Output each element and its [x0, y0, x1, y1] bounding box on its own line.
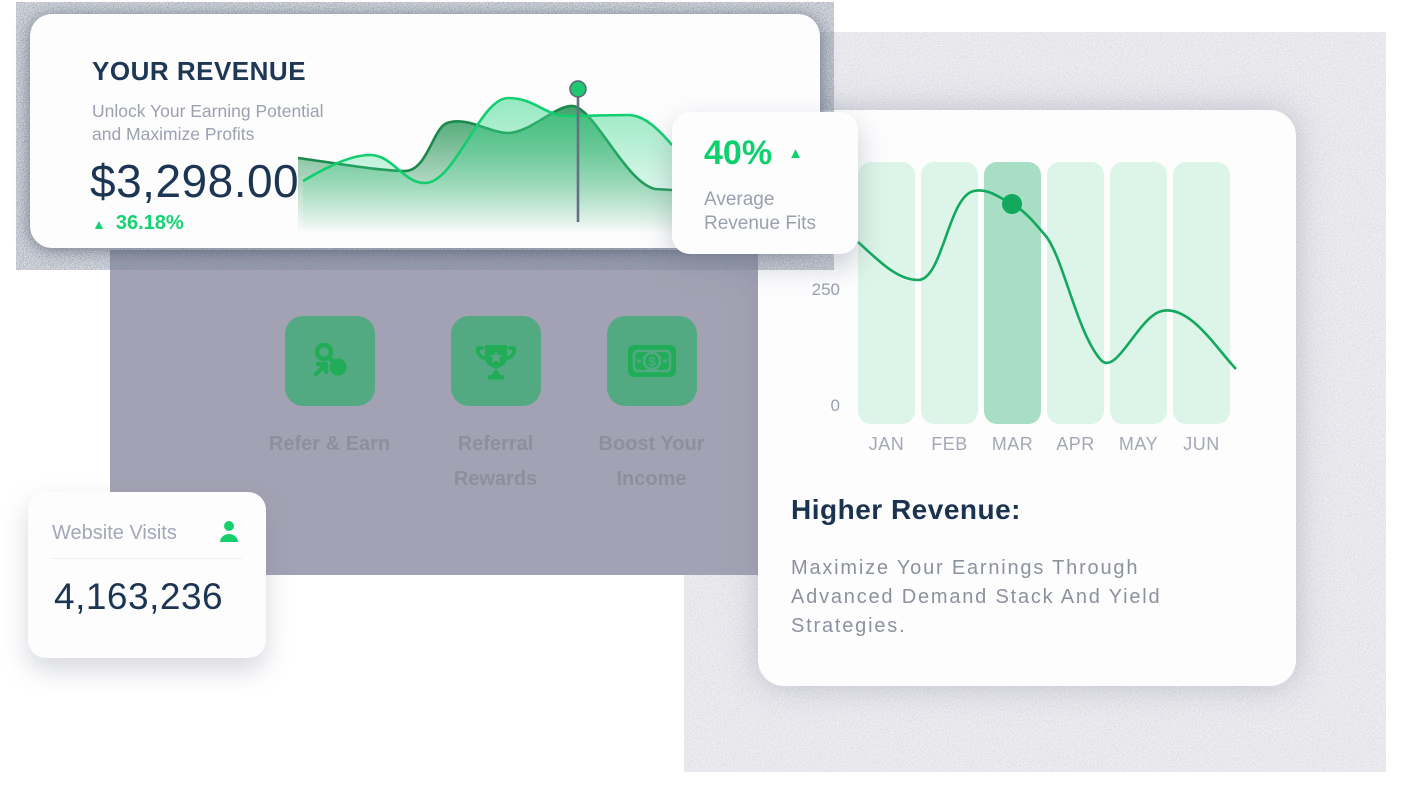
- bar-chart-columns: [858, 162, 1230, 424]
- website-visits-card: Website Visits 4,163,236: [28, 492, 266, 658]
- revenue-change: ▲ 36.18%: [92, 212, 184, 235]
- svg-text:$: $: [648, 354, 656, 369]
- insight-heading: Higher Revenue:: [791, 494, 1021, 525]
- bar-apr: [1047, 162, 1104, 424]
- boost-your-income-tile[interactable]: $: [607, 316, 697, 406]
- month-label: JAN: [868, 434, 905, 454]
- revenue-card-title: YOUR REVENUE: [92, 56, 307, 86]
- y-axis-tick-250: 250: [811, 280, 840, 299]
- average-label: Average Revenue Fits: [704, 189, 816, 235]
- refer-and-earn-tile[interactable]: [285, 316, 375, 406]
- trophy-icon: [472, 337, 520, 385]
- month-label: APR: [1056, 434, 1095, 454]
- referral-rewards-label: Referral Rewards: [453, 433, 538, 490]
- month-label: MAY: [1118, 434, 1159, 454]
- average-revenue-card: 40% ▲ Average Revenue Fits: [672, 112, 858, 254]
- divider: [52, 558, 242, 559]
- refer-and-earn-label: Refer & Earn: [268, 433, 391, 455]
- person-icon: [216, 518, 242, 549]
- y-axis-tick-0: 0: [830, 396, 840, 415]
- referral-link-icon: [307, 338, 353, 384]
- sparkline-marker-dot: [569, 80, 587, 98]
- website-visits-value: 4,163,236: [54, 576, 224, 617]
- bar-jan: [858, 162, 915, 424]
- revenue-change-value: 36.18%: [115, 212, 184, 234]
- referral-rewards-tile[interactable]: [451, 316, 541, 406]
- average-value: 40%: [704, 134, 773, 172]
- month-label: FEB: [931, 434, 968, 454]
- up-arrow-icon: ▲: [788, 145, 803, 162]
- revenue-amount: $3,298.00: [90, 155, 300, 207]
- banknote-icon: $: [626, 343, 678, 379]
- bar-jun: [1173, 162, 1230, 424]
- month-label: MAR: [991, 434, 1034, 454]
- boost-your-income-label: Boost Your Income: [598, 433, 705, 490]
- sparkline-bright-area: [303, 98, 672, 234]
- website-visits-title: Website Visits: [52, 522, 177, 544]
- x-axis-labels: JAN FEB MAR APR MAY JUN: [858, 434, 1230, 455]
- bar-feb: [921, 162, 978, 424]
- bar-mar-highlighted: [984, 162, 1041, 424]
- bar-may: [1110, 162, 1167, 424]
- month-label: JUN: [1183, 434, 1220, 454]
- revenue-sparkline-chart: [297, 80, 673, 234]
- insight-body: Maximize Your Earnings Through Advanced …: [791, 557, 1162, 637]
- up-arrow-icon: ▲: [92, 215, 106, 232]
